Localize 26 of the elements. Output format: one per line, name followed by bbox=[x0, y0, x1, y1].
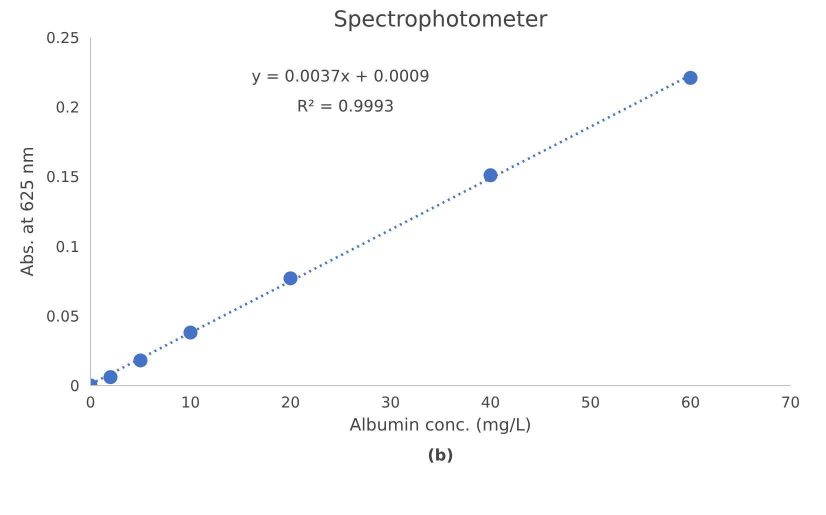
point bbox=[284, 271, 298, 286]
y-tick-label: 0.05 bbox=[46, 307, 80, 326]
x-tick-label: 60 bbox=[680, 394, 700, 412]
point bbox=[684, 70, 698, 85]
x-tick-label: 0 bbox=[86, 394, 96, 412]
y-tick-label: 0.25 bbox=[46, 29, 80, 47]
point bbox=[104, 370, 118, 384]
chart-title: Spectrophotometer bbox=[334, 8, 548, 32]
x-tick-label: 20 bbox=[280, 394, 300, 412]
x-tick-label: 50 bbox=[580, 394, 600, 412]
point bbox=[484, 168, 498, 182]
x-axis-title: Albumin conc. (mg/L) bbox=[350, 416, 532, 436]
y-tick-label: 0.2 bbox=[56, 98, 80, 117]
text: (b) bbox=[427, 446, 454, 464]
annotation: R² = 0.9993 bbox=[296, 96, 394, 116]
x-tick-label: 30 bbox=[380, 394, 400, 412]
point bbox=[184, 326, 198, 340]
point bbox=[134, 353, 148, 368]
x-tick-label: 40 bbox=[480, 394, 500, 412]
y-tick-label: 0 bbox=[70, 377, 80, 395]
y-tick-label: 0.1 bbox=[56, 238, 80, 256]
annotation: y = 0.0037x + 0.0009 bbox=[251, 66, 430, 86]
x-tick-label: 70 bbox=[780, 394, 800, 412]
y-tick-label: 0.15 bbox=[46, 168, 80, 186]
y-axis-title: Abs. at 625 nm bbox=[18, 146, 38, 276]
x-tick-label: 10 bbox=[180, 394, 200, 412]
